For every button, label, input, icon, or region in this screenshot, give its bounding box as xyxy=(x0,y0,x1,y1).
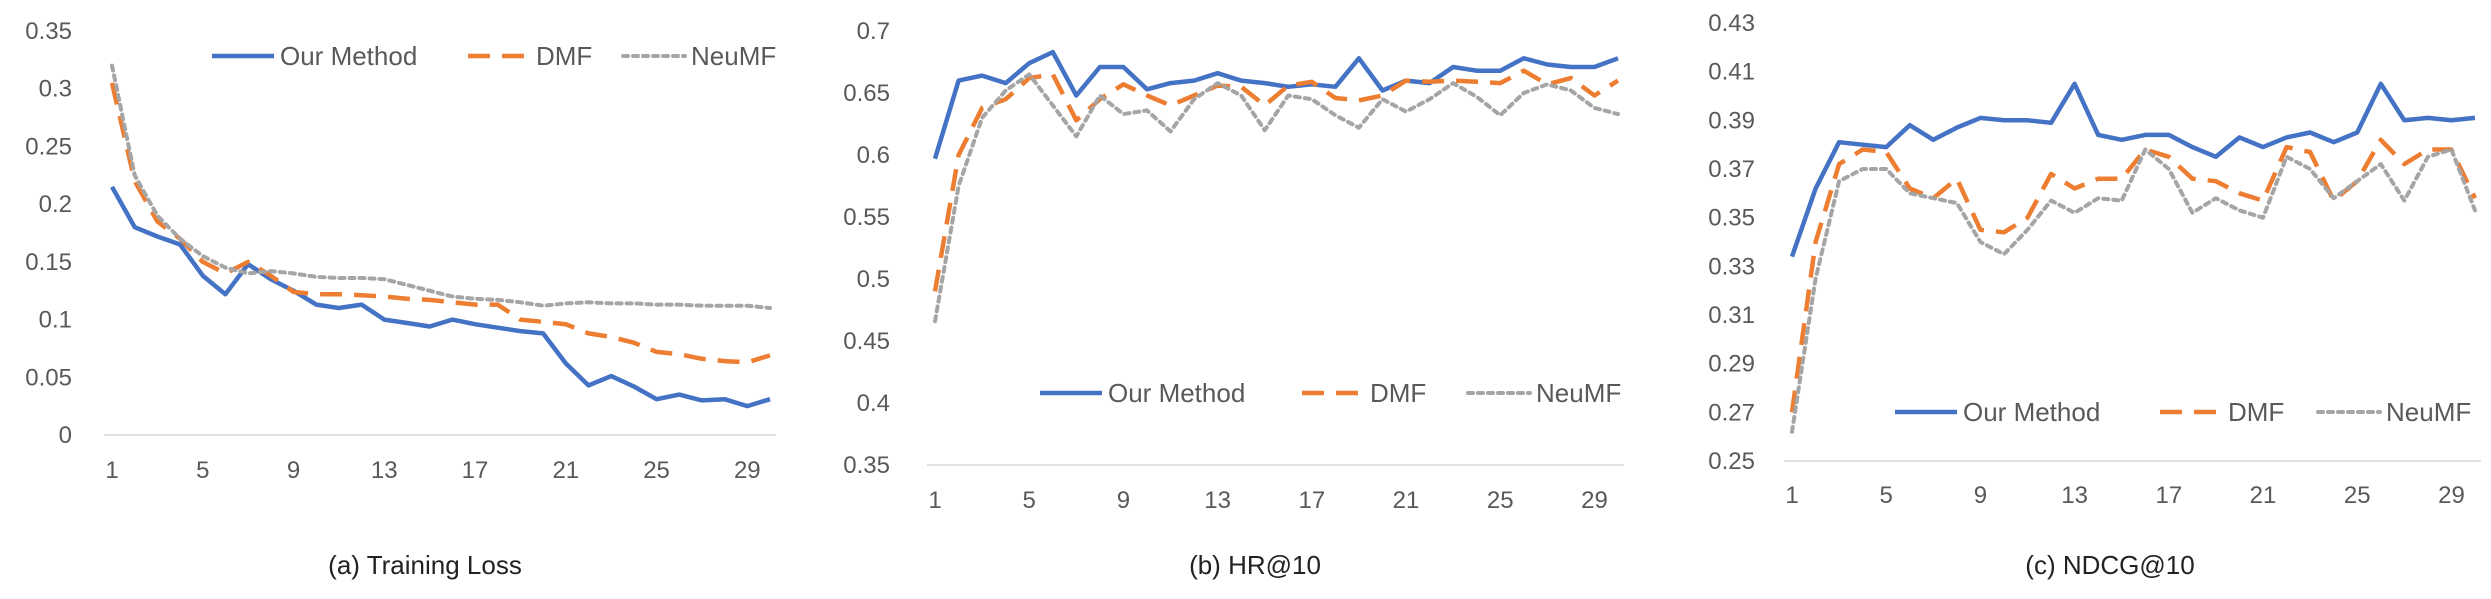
chart-caption: (a) Training Loss xyxy=(328,550,522,580)
legend-label-neumf: NeuMF xyxy=(2386,397,2471,427)
y-tick-label: 0.2 xyxy=(39,191,72,218)
legend-label-dmf: DMF xyxy=(1370,378,1426,408)
series-line-neumf xyxy=(933,72,1620,324)
x-tick-label: 1 xyxy=(1785,482,1798,509)
y-tick-label: 0.31 xyxy=(1708,302,1755,329)
x-tick-label: 21 xyxy=(1393,487,1420,514)
y-tick-label: 0.43 xyxy=(1708,10,1755,37)
series-line-neumf xyxy=(110,63,772,310)
y-tick-label: 0.25 xyxy=(25,133,72,160)
x-tick-label: 25 xyxy=(1487,487,1514,514)
hr-at-10-chart: 0.35 0.4 0.45 0.5 0.55 0.6 0.65 0.7 1 5 9 13 17 21 25 2… xyxy=(843,18,1624,580)
x-tick-label: 29 xyxy=(2438,482,2465,509)
series-line-neumf xyxy=(1790,147,2477,434)
legend-label-neumf: NeuMF xyxy=(691,41,776,71)
y-tick-label: 0.3 xyxy=(39,76,72,103)
y-tick-label: 0.41 xyxy=(1708,59,1755,86)
y-tick-label: 0.5 xyxy=(857,266,890,293)
x-tick-label: 13 xyxy=(2061,482,2088,509)
y-tick-label: 0.4 xyxy=(857,390,890,417)
y-tick-label: 0.6 xyxy=(857,142,890,169)
x-tick-label: 13 xyxy=(371,457,398,484)
y-tick-label: 0.45 xyxy=(843,328,890,355)
x-tick-label: 5 xyxy=(196,457,209,484)
y-tick-label: 0 xyxy=(59,422,72,449)
x-tick-label: 13 xyxy=(1204,487,1231,514)
series-line-dmf xyxy=(109,82,771,365)
y-tick-label: 0.35 xyxy=(1708,205,1755,232)
y-tick-label: 0.05 xyxy=(25,364,72,391)
legend-label-our-method: Our Method xyxy=(1963,397,2100,427)
y-tick-label: 0.15 xyxy=(25,249,72,276)
x-tick-label: 25 xyxy=(2344,482,2371,509)
training-loss-chart: 0 0.05 0.1 0.15 0.2 0.25 0.3 0.35 1 5 9 13 17 21 25 29 O… xyxy=(25,18,776,580)
ndcg-at-10-chart: 0.25 0.27 0.29 0.31 0.33 0.35 0.37 0.39 0.41 0.43… xyxy=(1708,10,2481,580)
y-tick-label: 0.25 xyxy=(1708,448,1755,475)
series-line-our-method xyxy=(1789,81,2476,258)
y-tick-label: 0.39 xyxy=(1708,107,1755,134)
legend-label-neumf: NeuMF xyxy=(1536,378,1621,408)
x-tick-label: 5 xyxy=(1880,482,1893,509)
y-tick-label: 0.55 xyxy=(843,204,890,231)
x-tick-label: 21 xyxy=(552,457,579,484)
x-tick-label: 29 xyxy=(1581,487,1608,514)
x-tick-label: 21 xyxy=(2250,482,2277,509)
y-tick-label: 0.65 xyxy=(843,80,890,107)
legend-label-dmf: DMF xyxy=(536,41,592,71)
x-tick-label: 25 xyxy=(643,457,670,484)
y-tick-label: 0.29 xyxy=(1708,351,1755,378)
y-tick-label: 0.35 xyxy=(25,18,72,45)
x-tick-label: 1 xyxy=(928,487,941,514)
series-line-our-method xyxy=(110,185,771,409)
x-tick-label: 29 xyxy=(734,457,761,484)
legend-label-our-method: Our Method xyxy=(280,41,417,71)
x-tick-label: 17 xyxy=(1298,487,1325,514)
y-tick-label: 0.1 xyxy=(39,307,72,334)
series-line-dmf xyxy=(932,68,1620,292)
series-line-dmf xyxy=(1789,137,2478,413)
chart-caption: (c) NDCG@10 xyxy=(2025,550,2194,580)
x-tick-label: 9 xyxy=(287,457,300,484)
chart-caption: (b) HR@10 xyxy=(1189,550,1321,580)
y-tick-label: 0.27 xyxy=(1708,399,1755,426)
y-tick-label: 0.37 xyxy=(1708,156,1755,183)
series-line-our-method xyxy=(932,49,1619,160)
x-tick-label: 1 xyxy=(105,457,118,484)
x-tick-label: 9 xyxy=(1117,487,1130,514)
x-tick-label: 5 xyxy=(1023,487,1036,514)
y-tick-label: 0.33 xyxy=(1708,253,1755,280)
y-tick-label: 0.7 xyxy=(857,18,890,45)
x-tick-label: 17 xyxy=(2155,482,2182,509)
legend-label-dmf: DMF xyxy=(2228,397,2284,427)
legend-label-our-method: Our Method xyxy=(1108,378,1245,408)
x-tick-label: 17 xyxy=(462,457,489,484)
y-tick-label: 0.35 xyxy=(843,452,890,479)
x-tick-label: 9 xyxy=(1974,482,1987,509)
